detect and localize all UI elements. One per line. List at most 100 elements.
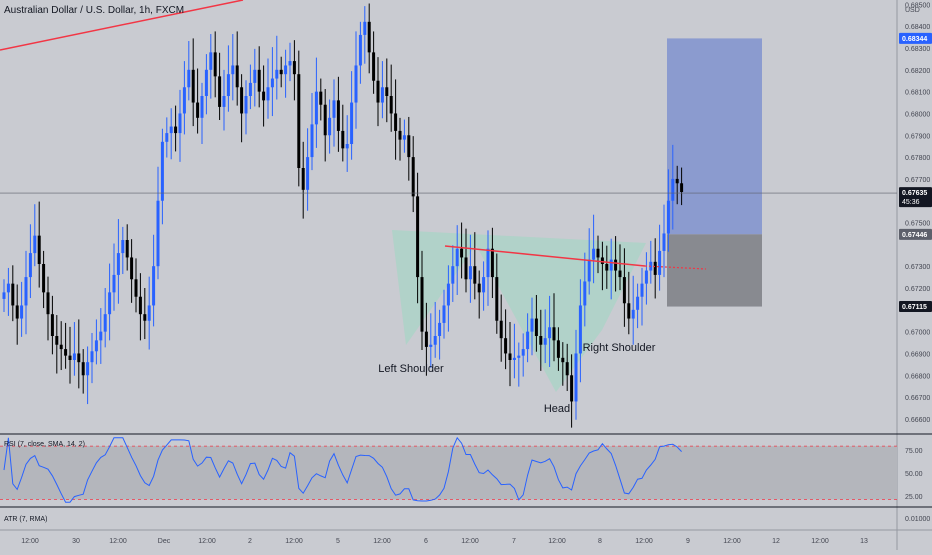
candle <box>134 279 138 297</box>
candle <box>442 305 446 323</box>
trendline <box>0 0 244 51</box>
candle <box>11 283 15 306</box>
candle <box>477 283 481 293</box>
y-tick-label: 0.67900 <box>905 133 930 140</box>
candle <box>636 296 640 310</box>
candle <box>103 314 107 332</box>
candle <box>328 117 332 136</box>
candle <box>275 69 279 79</box>
x-tick-label: 30 <box>72 538 80 545</box>
candle <box>622 277 626 304</box>
candle <box>90 351 94 363</box>
x-tick-label: 12 <box>772 538 780 545</box>
candle <box>455 248 459 267</box>
candle <box>451 266 455 284</box>
candle <box>420 277 424 332</box>
candle <box>429 344 433 347</box>
y-tick-label: 0.66800 <box>905 373 930 380</box>
candle <box>548 327 552 339</box>
atr-label: ATR (7, RMA) <box>4 516 47 523</box>
candle <box>68 355 72 360</box>
candle <box>42 264 46 293</box>
candle <box>200 96 204 118</box>
candle <box>596 248 600 258</box>
candle <box>587 259 591 282</box>
candle <box>336 100 340 131</box>
candle <box>244 96 248 114</box>
price-label: 0.67115 <box>902 304 927 311</box>
candle <box>640 283 644 297</box>
candle <box>266 87 270 101</box>
candle <box>398 130 402 140</box>
price-label-bg <box>899 187 932 208</box>
candle <box>416 196 420 278</box>
candle <box>389 96 393 114</box>
candle <box>350 102 354 144</box>
candle <box>658 250 662 275</box>
candle <box>363 21 367 35</box>
price-label: 0.67446 <box>902 232 927 239</box>
x-tick-label: 12:00 <box>548 538 566 545</box>
candle <box>284 65 288 75</box>
candle <box>20 305 24 319</box>
candle <box>169 126 173 134</box>
neckline <box>444 245 646 267</box>
rsi-tick-label: 50.00 <box>905 471 923 478</box>
symbol-title: Australian Dollar / U.S. Dollar, 1h, FXC… <box>4 5 185 16</box>
candle <box>160 141 164 201</box>
candle <box>292 61 296 75</box>
candle <box>402 135 406 140</box>
candle <box>592 248 596 260</box>
candle <box>165 133 169 142</box>
candle <box>618 270 622 278</box>
candle <box>323 104 327 136</box>
candle <box>552 327 556 341</box>
candle <box>319 91 323 105</box>
y-tick-label: 0.68200 <box>905 68 930 75</box>
candle <box>345 144 349 149</box>
y-tick-label: 0.68100 <box>905 90 930 97</box>
candle <box>257 69 261 92</box>
candle <box>270 78 274 88</box>
x-tick-label: Dec <box>158 538 171 545</box>
x-tick-label: 12:00 <box>811 538 829 545</box>
price-label: 0.68344 <box>902 36 927 43</box>
candle <box>64 349 68 356</box>
candle <box>508 353 512 360</box>
candle <box>248 82 252 96</box>
candle <box>147 305 151 321</box>
candle <box>130 257 134 280</box>
candle <box>543 338 547 345</box>
candle <box>464 257 468 280</box>
candle <box>213 52 217 77</box>
candle <box>72 353 76 360</box>
candle <box>372 52 376 81</box>
candle <box>174 126 178 134</box>
price-label-bg <box>899 228 932 240</box>
head-shoulders-pattern <box>392 230 646 392</box>
candle <box>55 336 59 345</box>
candle <box>196 102 200 118</box>
candle <box>279 69 283 75</box>
x-tick-label: 12:00 <box>198 538 216 545</box>
countdown-label: 45:36 <box>902 199 920 206</box>
candle <box>332 100 336 118</box>
candle <box>125 240 129 258</box>
candle <box>517 355 521 358</box>
candle <box>666 200 670 234</box>
candle <box>354 65 358 103</box>
y-tick-label: 0.66700 <box>905 395 930 402</box>
candle <box>600 257 604 264</box>
candle <box>482 277 486 293</box>
candle <box>490 248 494 278</box>
candle <box>231 65 235 75</box>
candle <box>539 336 543 345</box>
candle <box>138 296 142 315</box>
candle <box>240 87 244 114</box>
candle <box>341 130 345 149</box>
candle <box>385 87 389 96</box>
candle <box>15 305 19 319</box>
candle <box>301 168 305 190</box>
